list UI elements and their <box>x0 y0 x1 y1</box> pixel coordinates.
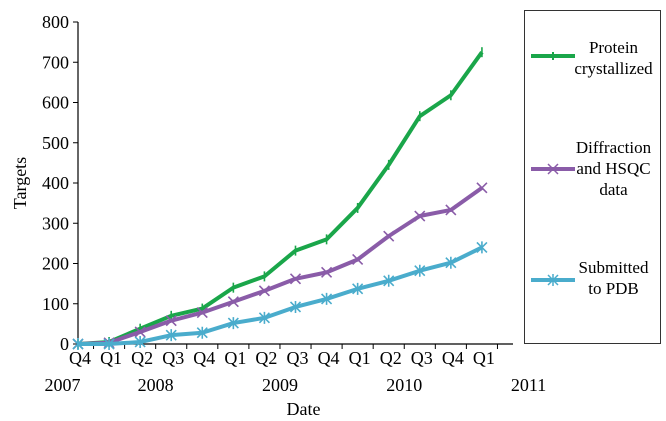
x-tick-label: Q1 <box>224 348 246 368</box>
x-tick-label: Q4 <box>442 348 464 368</box>
data-point-submitted-to-pdb <box>352 282 364 295</box>
data-point-submitted-to-pdb <box>196 326 208 339</box>
data-point-submitted-to-pdb <box>476 241 488 254</box>
x-tick-label: Q3 <box>287 348 309 368</box>
y-tick-label: 0 <box>60 334 69 354</box>
data-point-submitted-to-pdb <box>383 274 395 287</box>
y-tick-label: 300 <box>42 213 69 233</box>
data-point-submitted-to-pdb <box>227 317 239 330</box>
series-line-submitted-to-pdb <box>78 245 483 346</box>
y-tick-label: 400 <box>42 173 69 193</box>
x-year-label: 2011 <box>511 375 546 395</box>
data-point-diffraction-and-hsqc-data <box>445 204 457 216</box>
data-point-submitted-to-pdb <box>258 311 270 324</box>
data-point-submitted-to-pdb <box>289 300 302 313</box>
x-tick-label: Q3 <box>162 348 184 368</box>
data-point-diffraction-and-hsqc-data <box>383 230 395 242</box>
data-point-submitted-to-pdb <box>103 338 115 350</box>
data-point-submitted-to-pdb <box>321 292 333 305</box>
data-point-diffraction-and-hsqc-data <box>321 266 333 278</box>
x-year-label: 2007 <box>44 375 80 395</box>
data-point-diffraction-and-hsqc-data <box>414 210 426 222</box>
y-tick-label: 800 <box>42 12 69 32</box>
x-axis-title: Date <box>287 399 321 419</box>
x-year-label: 2008 <box>138 375 174 395</box>
data-point-submitted-to-pdb <box>414 264 426 277</box>
x-tick-label: Q4 <box>69 348 91 368</box>
legend-swatch-diffraction-hsqc <box>531 163 575 175</box>
y-axis-title: Targets <box>10 157 30 209</box>
y-tick-label: 100 <box>42 294 69 314</box>
legend-label-diffraction-hsqc: Diffraction and HSQC data <box>575 138 652 199</box>
legend-swatch-protein-crystallized <box>531 52 575 60</box>
data-point-diffraction-and-hsqc-data <box>227 296 239 308</box>
legend-swatch-submitted-pdb <box>531 274 575 286</box>
data-point-submitted-to-pdb <box>165 329 177 342</box>
data-point-diffraction-and-hsqc-data <box>165 315 177 327</box>
series-line-diffraction-and-hsqc-data <box>77 186 484 346</box>
x-tick-label: Q2 <box>380 348 402 368</box>
data-point-diffraction-and-hsqc-data <box>352 253 364 266</box>
y-tick-label: 200 <box>42 254 69 274</box>
legend-label-submitted-pdb: Submitted to PDB <box>578 258 649 298</box>
x-tick-label: Q1 <box>473 348 495 368</box>
x-tick-label: Q4 <box>318 348 340 368</box>
data-point-diffraction-and-hsqc-data <box>289 273 302 285</box>
data-point-submitted-to-pdb <box>445 256 457 269</box>
data-point-diffraction-and-hsqc-data <box>476 182 488 194</box>
y-tick-label: 600 <box>42 93 69 113</box>
data-point-diffraction-and-hsqc-data <box>196 307 208 319</box>
series-line-protein-crystallized <box>77 51 484 346</box>
x-tick-label: Q3 <box>411 348 433 368</box>
data-point-submitted-to-pdb <box>72 338 84 350</box>
x-year-label: 2010 <box>386 375 422 395</box>
chart-legend: Protein crystallized Diffraction and HSQ… <box>524 10 661 344</box>
legend-label-protein-crystallized: Protein crystallized <box>574 38 653 78</box>
data-point-diffraction-and-hsqc-data <box>258 285 270 297</box>
x-year-label: 2009 <box>262 375 298 395</box>
x-tick-label: Q1 <box>349 348 371 368</box>
data-point-diffraction-and-hsqc-data <box>134 326 146 338</box>
x-tick-label: Q4 <box>193 348 215 368</box>
y-tick-label: 500 <box>42 133 69 153</box>
data-point-submitted-to-pdb <box>134 335 146 348</box>
y-tick-label: 700 <box>42 52 69 72</box>
x-tick-label: Q1 <box>100 348 122 368</box>
x-tick-label: Q2 <box>131 348 153 368</box>
x-tick-label: Q2 <box>255 348 277 368</box>
